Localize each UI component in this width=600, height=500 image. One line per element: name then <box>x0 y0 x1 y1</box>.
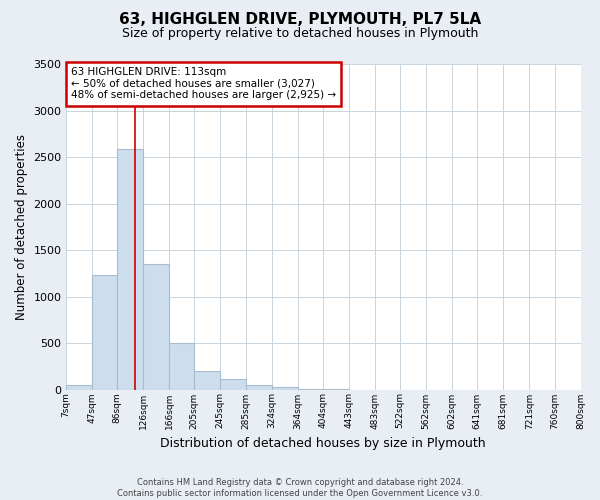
Bar <box>169 343 194 390</box>
Text: Contains HM Land Registry data © Crown copyright and database right 2024.
Contai: Contains HM Land Registry data © Crown c… <box>118 478 482 498</box>
Text: 63, HIGHGLEN DRIVE, PLYMOUTH, PL7 5LA: 63, HIGHGLEN DRIVE, PLYMOUTH, PL7 5LA <box>119 12 481 28</box>
Text: 63 HIGHGLEN DRIVE: 113sqm
← 50% of detached houses are smaller (3,027)
48% of se: 63 HIGHGLEN DRIVE: 113sqm ← 50% of detac… <box>71 68 336 100</box>
Bar <box>220 380 246 390</box>
Bar <box>194 371 220 390</box>
Bar <box>66 385 92 390</box>
X-axis label: Distribution of detached houses by size in Plymouth: Distribution of detached houses by size … <box>160 437 486 450</box>
Bar <box>246 385 272 390</box>
Bar <box>92 275 117 390</box>
Bar <box>272 386 298 390</box>
Text: Size of property relative to detached houses in Plymouth: Size of property relative to detached ho… <box>122 28 478 40</box>
Y-axis label: Number of detached properties: Number of detached properties <box>15 134 28 320</box>
Bar <box>143 264 169 390</box>
Bar <box>117 148 143 390</box>
